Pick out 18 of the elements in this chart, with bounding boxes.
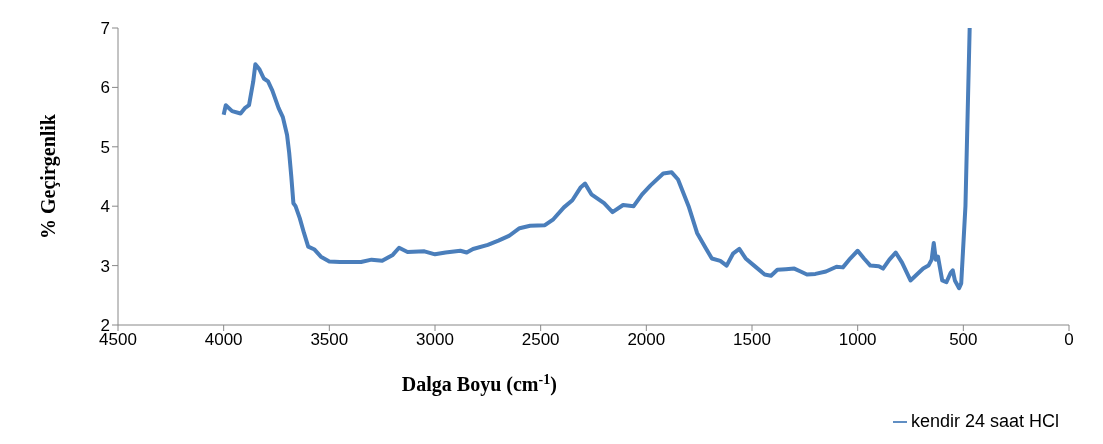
x-tick-label: 3000	[416, 330, 454, 350]
y-tick-label: 3	[100, 256, 110, 276]
x-tick-label: 1500	[733, 330, 771, 350]
x-tick-label: 3500	[310, 330, 349, 350]
x-tick-label: 2000	[627, 330, 666, 350]
y-tick-label: 7	[100, 19, 110, 39]
x-tick-label: 4000	[204, 330, 243, 350]
x-axis-title: Dalga Boyu (cm$^{-1}$)	[401, 371, 557, 396]
y-tick-label: 5	[100, 137, 110, 157]
y-tick-label: 4	[100, 197, 110, 217]
y-axis-title: % Geçirgenlik	[37, 113, 61, 239]
x-tick-label: 1000	[838, 330, 877, 350]
x-tick-label: 0	[1064, 330, 1074, 350]
y-tick-label: 6	[100, 78, 110, 98]
x-tick-label: 500	[949, 330, 978, 350]
x-tick-label: 2500	[521, 330, 560, 350]
legend-label: kendir 24 saat HCl	[910, 411, 1059, 431]
line-series	[221, 28, 972, 291]
